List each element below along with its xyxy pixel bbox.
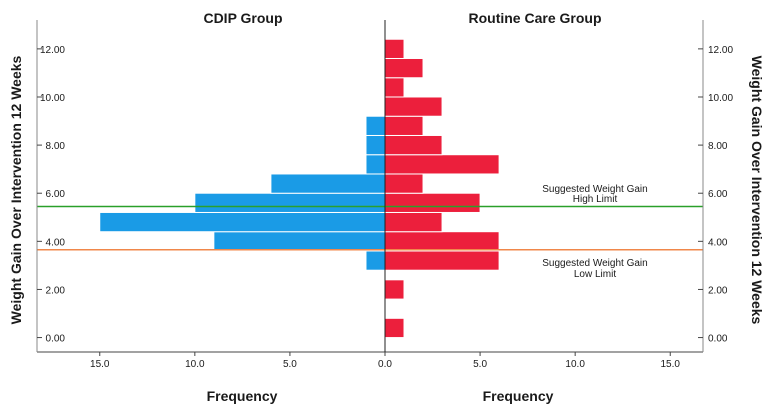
y-tick-label-right: 10.00 (708, 93, 733, 104)
cdip-bar (365, 115, 386, 136)
routine-care-bar (384, 279, 405, 300)
cdip-bar (99, 211, 386, 233)
routine-care-bars (384, 38, 500, 339)
routine-care-bar (384, 173, 424, 194)
axes (36, 20, 704, 353)
y-axis-label-right: Weight Gain Over Intervention 12 Weeks (749, 56, 765, 325)
y-axis-label-left: Weight Gain Over Intervention 12 Weeks (8, 55, 24, 324)
chart-title-routine-care: Routine Care Group (468, 10, 601, 26)
x-tick-label-left: 5.0 (283, 359, 297, 370)
y-tick-label-right: 4.00 (708, 237, 728, 248)
routine-care-bar (384, 317, 405, 339)
y-tick-label-left: 2.00 (46, 285, 66, 296)
x-axis-label-left: Frequency (207, 388, 278, 404)
cdip-bar (194, 192, 386, 213)
routine-care-bar (384, 96, 443, 117)
cdip-bar (365, 250, 386, 271)
routine-care-bar (384, 211, 443, 233)
y-tick-label-right: 0.00 (708, 334, 728, 345)
reference-line-label: Suggested Weight Gain (542, 184, 647, 195)
y-tick-labels: 0.00 0.00 2.00 2.00 4.00 4.00 6.00 6.00 8.00 8.00… (37, 45, 733, 345)
y-tick-label-left: 8.00 (46, 141, 66, 152)
routine-care-bar (384, 38, 405, 59)
cdip-bar (270, 173, 386, 194)
y-tick-label-left: 6.00 (46, 189, 66, 200)
x-tick-label-left: 10.0 (185, 359, 205, 370)
y-tick-label-right: 6.00 (708, 189, 728, 200)
y-tick-label-left: 0.00 (46, 334, 66, 345)
y-tick-label-left: 12.00 (40, 45, 65, 56)
routine-care-bar (384, 231, 500, 252)
x-tick-label-right: 5.0 (473, 359, 487, 370)
cdip-bar (365, 134, 386, 156)
routine-care-bar (384, 115, 424, 136)
routine-care-bar (384, 77, 405, 98)
cdip-bar (213, 231, 386, 252)
routine-care-bar (384, 134, 443, 156)
x-tick-label-left: 15.0 (90, 359, 110, 370)
routine-care-bar (384, 192, 481, 213)
reference-line-label: High Limit (573, 194, 618, 205)
routine-care-bar (384, 57, 424, 79)
y-tick-label-right: 8.00 (708, 141, 728, 152)
x-tick-label-right: 10.0 (565, 359, 585, 370)
reference-line-label: Suggested Weight Gain (542, 258, 647, 269)
y-tick-label-left: 10.00 (40, 93, 65, 104)
x-tick-labels: 0.0 5.0 5.0 10.0 10.0 15.0 15.0 (90, 352, 680, 370)
routine-care-bar (384, 250, 500, 271)
cdip-bar (365, 154, 386, 175)
reference-line-label: Low Limit (574, 269, 616, 280)
y-tick-label-left: 4.00 (46, 237, 66, 248)
x-tick-label-right: 15.0 (661, 359, 681, 370)
cdip-bars (99, 115, 386, 271)
y-tick-label-right: 2.00 (708, 285, 728, 296)
x-tick-label-right: 0.0 (378, 359, 392, 370)
y-tick-label-right: 12.00 (708, 45, 733, 56)
x-axis-label-right: Frequency (483, 388, 554, 404)
routine-care-bar (384, 154, 500, 175)
chart-title-cdip: CDIP Group (203, 10, 282, 26)
